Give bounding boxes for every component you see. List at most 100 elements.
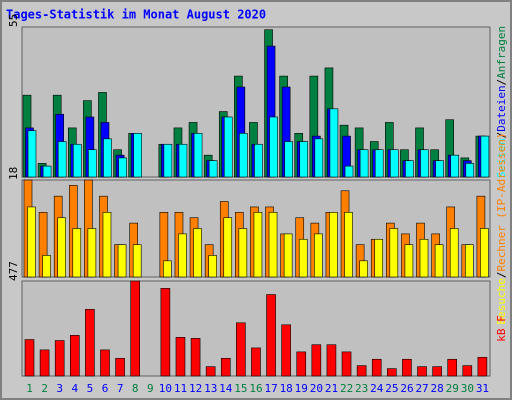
bar [465, 244, 474, 278]
legend-entry: Seiten [495, 138, 508, 178]
bar [268, 212, 278, 278]
x-tick-label: 1 [26, 382, 33, 395]
x-tick-label: 11 [174, 382, 187, 395]
y-tick-label: 477 [7, 261, 20, 281]
x-tick-label: 10 [159, 382, 172, 395]
x-tick-label: 12 [189, 382, 202, 395]
x-tick-label: 31 [476, 382, 489, 395]
x-tick-label: 6 [102, 382, 109, 395]
bar [85, 308, 95, 377]
legend: Besuche /Rechner (IP-Adressen) [495, 132, 508, 324]
x-tick-label: 26 [400, 382, 413, 395]
legend-entry: kB F [495, 315, 508, 342]
x-tick-label: 23 [355, 382, 368, 395]
bar [402, 358, 412, 377]
bar [163, 260, 172, 278]
bar [477, 356, 488, 377]
bar [296, 351, 307, 377]
bar [118, 157, 127, 178]
bar [251, 347, 261, 377]
bar [72, 143, 82, 178]
bar [130, 280, 140, 377]
bar [326, 344, 337, 377]
legend-entry: Besuche [495, 278, 508, 324]
y-tick-label: 55 [7, 14, 20, 27]
bar [69, 335, 80, 377]
bar [432, 366, 442, 377]
bar [462, 365, 473, 377]
bar [208, 255, 217, 278]
legend-separator: / [495, 132, 508, 139]
x-tick-label: 7 [117, 382, 124, 395]
bar [298, 238, 308, 278]
x-tick-label: 27 [415, 382, 428, 395]
bar [417, 366, 427, 377]
bar [356, 365, 367, 377]
bar [24, 339, 35, 377]
bar [132, 244, 142, 278]
bar [88, 149, 97, 178]
bar [390, 149, 399, 178]
legend-entry: Dateien [495, 85, 508, 131]
bar [404, 244, 414, 278]
bar [239, 133, 248, 178]
bar [447, 358, 458, 377]
bar [236, 322, 246, 377]
x-tick-label: 5 [87, 382, 94, 395]
bar [341, 351, 352, 377]
bar [344, 165, 354, 178]
x-tick-label: 16 [249, 382, 262, 395]
x-tick-label: 19 [295, 382, 308, 395]
bar [420, 149, 429, 178]
bar [359, 260, 368, 278]
bar [266, 294, 276, 377]
legend: Seiten/Dateien/Anfragen [495, 26, 508, 178]
bar [117, 244, 127, 278]
bar [87, 228, 97, 278]
bar [269, 116, 278, 178]
bar [419, 238, 429, 278]
bar [450, 154, 460, 178]
bar [205, 366, 216, 377]
bar [314, 138, 324, 178]
bar [193, 133, 203, 178]
bar [480, 228, 489, 278]
x-tick-label: 20 [310, 382, 323, 395]
bar [115, 357, 125, 377]
bar [193, 228, 202, 278]
x-tick-label: 29 [446, 382, 459, 395]
bar [57, 217, 66, 278]
x-tick-label: 28 [431, 382, 444, 395]
bar [42, 255, 51, 278]
bar [57, 141, 67, 178]
bar [208, 160, 218, 178]
bar [374, 149, 384, 178]
bar [27, 206, 36, 278]
x-tick-label: 13 [204, 382, 217, 395]
bar [329, 108, 339, 178]
x-tick-label: 14 [219, 382, 233, 395]
x-tick-label: 25 [385, 382, 398, 395]
bar [42, 165, 52, 178]
bar [100, 349, 110, 377]
bar [160, 288, 171, 377]
x-tick-label: 9 [147, 382, 154, 395]
bar [405, 160, 414, 178]
y-tick-label: 18 [7, 167, 20, 180]
bar [253, 212, 263, 278]
bar [133, 133, 142, 178]
bar [190, 338, 201, 377]
bar [311, 344, 322, 377]
legend-separator: / [495, 79, 508, 86]
bar [465, 163, 475, 178]
bar [39, 349, 50, 377]
bar [72, 228, 82, 278]
bar [223, 217, 233, 278]
bar [284, 141, 293, 178]
legend-entry: Rechner (IP-Adressen) [495, 132, 508, 271]
x-tick-label: 24 [370, 382, 384, 395]
x-tick-label: 18 [280, 382, 293, 395]
bar [238, 228, 248, 278]
